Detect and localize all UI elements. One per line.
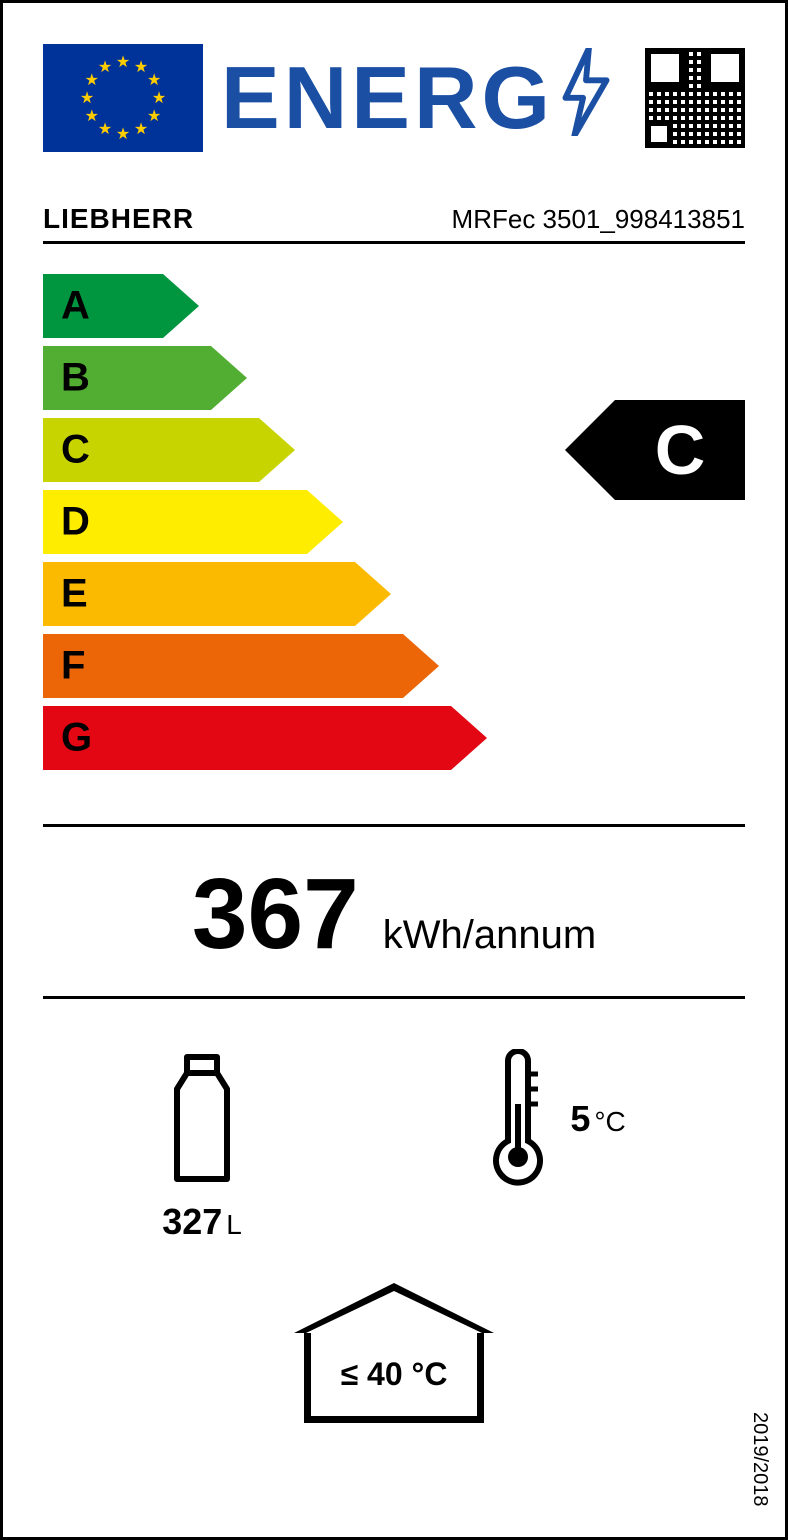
header: ★★★★★★★★★★★★ ENERG [43,33,745,163]
house-roof-icon [294,1283,494,1333]
rating-letter: C [615,400,745,500]
eu-flag-icon: ★★★★★★★★★★★★ [43,44,203,152]
energy-text: ENERG [221,54,554,142]
thermometer-icon [480,1049,550,1189]
bottle-icon [167,1049,237,1189]
scale-letter: A [61,284,90,329]
temperature-spec: 5°C [480,1049,625,1243]
scale-letter: C [61,428,90,473]
capacity-value: 327L [162,1201,242,1243]
scale-row-a: A [43,274,745,338]
scale-letter: G [61,716,92,761]
regulation-number: 2019/2018 [748,1412,771,1507]
temperature-value: 5°C [570,1098,625,1140]
scale-row-g: G [43,706,745,770]
scale-row-e: E [43,562,745,626]
scale-letter: F [61,644,85,689]
scale-letter: B [61,356,90,401]
capacity-spec: 327L [162,1049,242,1243]
consumption-value: 367 [192,857,359,972]
qr-code-icon [645,48,745,148]
efficiency-scale: ABCDEFGC [43,274,745,794]
energy-label: ★★★★★★★★★★★★ ENERG LIEBHERR MRFec 3501_9… [0,0,788,1540]
model-number: MRFec 3501_998413851 [452,204,745,235]
specifications: 327L 5°C [43,1049,745,1243]
rating-indicator: C [565,400,745,500]
bolt-icon [556,48,616,149]
consumption-unit: kWh/annum [383,913,596,958]
scale-row-f: F [43,634,745,698]
annual-consumption: 367 kWh/annum [43,827,745,999]
meta-row: LIEBHERR MRFec 3501_998413851 [43,203,745,244]
scale-letter: D [61,500,90,545]
energy-wordmark: ENERG [221,48,616,149]
ambient-value-box: ≤ 40 °C [304,1333,484,1423]
ambient-temperature: ≤ 40 °C [294,1283,494,1423]
scale-letter: E [61,572,88,617]
brand-name: LIEBHERR [43,203,194,235]
